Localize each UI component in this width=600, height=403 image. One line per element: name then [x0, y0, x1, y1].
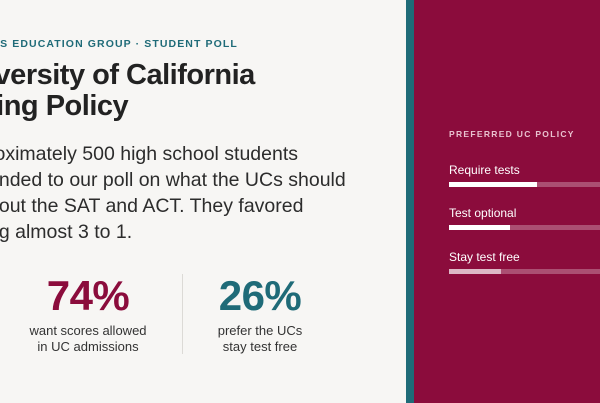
stat-caption: want scores allowed in UC admissions [8, 323, 168, 355]
stat-value: 74% [46, 272, 130, 319]
panel-title: PREFERRED UC POLICY [449, 129, 575, 139]
stat-divider [182, 274, 183, 354]
progress-track [449, 269, 600, 274]
stat-caption: prefer the UCs stay test free [180, 323, 340, 355]
stat-value: 26% [218, 272, 302, 319]
kicker-label: SS EDUCATION GROUP · STUDENT POLL [0, 38, 238, 50]
progress-fill [449, 182, 538, 187]
poll-summary: SS EDUCATION GROUP · STUDENT POLL iversi… [0, 38, 406, 355]
option-label: Test optional [449, 206, 517, 220]
option-test-optional: Test optional [449, 206, 600, 230]
intro-line: onded to our poll on what the UCs should [0, 169, 346, 191]
progress-track [449, 225, 600, 230]
page-title-line: ting Policy [0, 90, 129, 122]
stat-caption-line: stay test free [222, 339, 298, 354]
option-stay-test-free: Stay test free [449, 250, 600, 274]
intro-line: ng almost 3 to 1. [0, 221, 133, 243]
option-label: Require tests [449, 163, 520, 177]
accent-stripe [406, 0, 414, 403]
progress-fill [449, 269, 501, 274]
intro-paragraph: roximately 500 high school students onde… [0, 141, 388, 245]
intro-line: bout the SAT and ACT. They favored [0, 195, 304, 217]
stat-caption-line: want scores allowed [29, 323, 147, 338]
stat-test-free: 26% prefer the UCs stay test free [180, 273, 340, 355]
page-title-line: iversity of California [0, 59, 255, 91]
option-require-tests: Require tests [449, 163, 600, 187]
option-label: Stay test free [449, 250, 520, 264]
stat-caption-line: in UC admissions [37, 339, 139, 354]
stat-scores-allowed: 74% want scores allowed in UC admissions [8, 273, 168, 355]
page-title: iversity of California ting Policy [0, 60, 406, 122]
policy-panel: PREFERRED UC POLICY Require tests Test o… [414, 0, 600, 403]
progress-fill [449, 225, 510, 230]
intro-line: roximately 500 high school students [0, 143, 299, 165]
progress-track [449, 182, 600, 187]
stat-caption-line: prefer the UCs [217, 323, 303, 338]
